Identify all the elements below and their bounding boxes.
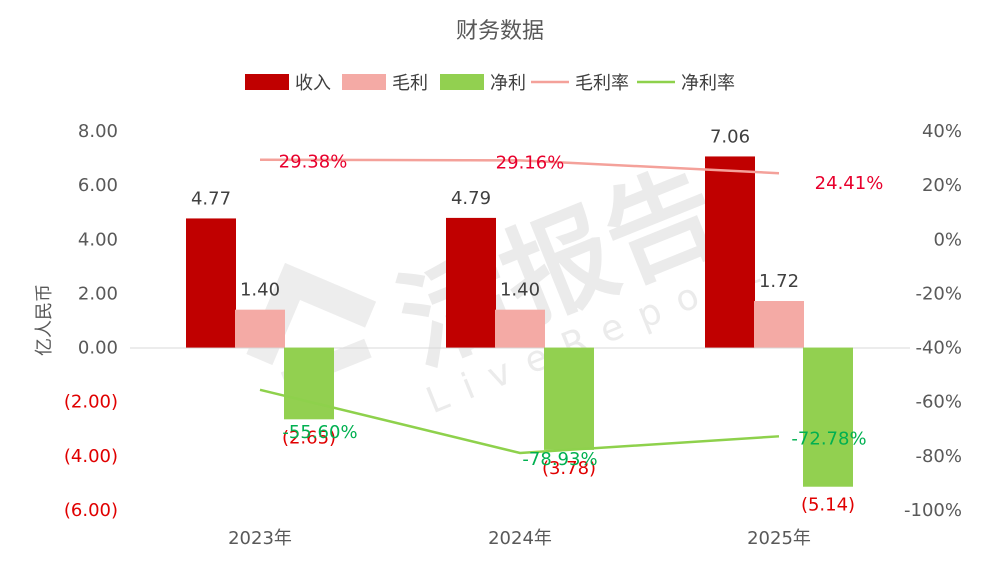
x-tick-label: 2024年 (488, 528, 552, 549)
legend-label: 净利 (490, 73, 526, 94)
bar-value-label: (3.78) (542, 458, 596, 479)
x-axis: 2023年 2024年 2025年 (228, 528, 811, 549)
bar-净利 (544, 347, 594, 450)
y-tick-label: 8.00 (78, 121, 118, 142)
chart-title: 财务数据 (456, 19, 544, 44)
bar-毛利 (754, 301, 804, 348)
bar-value-label: 1.40 (500, 280, 540, 301)
rate-label: -55.60% (282, 422, 357, 443)
rate-label: 29.38% (279, 152, 348, 173)
y2-tick-label: -20% (915, 283, 962, 304)
y-tick-label: (2.00) (64, 392, 118, 413)
line-毛利率 (259, 158, 780, 175)
rate-label: -72.78% (791, 428, 866, 449)
bar-value-label: 4.77 (191, 188, 231, 209)
bar-收入 (186, 218, 236, 348)
y-axis-label: 亿人民币 (34, 284, 55, 356)
legend-swatch (245, 74, 289, 90)
y2-tick-label: -40% (915, 338, 962, 359)
y2-tick-label: -60% (915, 392, 962, 413)
rate-label: -78.93% (522, 449, 597, 470)
bar-value-label: 1.72 (759, 271, 799, 292)
data-labels: 4.77 4.79 7.06 1.40 1.40 1.72 (2.65) (3.78) (5.1… (191, 126, 883, 515)
bar-收入 (446, 217, 496, 348)
y2-tick-label: 20% (922, 175, 962, 196)
bars (186, 156, 853, 487)
bar-value-label: 4.79 (451, 188, 491, 209)
legend-label: 毛利率 (575, 73, 629, 94)
bar-收入 (705, 156, 755, 348)
y2-tick-label: -80% (915, 446, 962, 467)
legend-swatch (440, 74, 484, 90)
x-tick-label: 2025年 (747, 528, 811, 549)
rate-lines (259, 158, 780, 455)
y-tick-label: 4.00 (78, 229, 118, 250)
bar-value-label: 1.40 (240, 280, 280, 301)
legend-label: 收入 (295, 73, 331, 94)
rate-label: 24.41% (815, 173, 884, 194)
bar-value-label: 7.06 (710, 126, 750, 147)
bar-毛利 (235, 309, 285, 348)
y-tick-label: 6.00 (78, 175, 118, 196)
y-tick-label: (4.00) (64, 446, 118, 467)
y-axis-right: 40% 20% 0% -20% -40% -60% -80% -100% (904, 121, 962, 521)
y-axis-left: 8.00 6.00 4.00 2.00 0.00 (2.00) (4.00) (6.00) (64, 121, 118, 521)
y2-tick-label: -100% (904, 500, 962, 521)
legend-label: 净利率 (681, 73, 735, 94)
y2-tick-label: 0% (933, 229, 962, 250)
bar-value-label: (2.65) (282, 427, 336, 448)
bar-净利 (284, 347, 334, 420)
y-tick-label: 0.00 (78, 338, 118, 359)
y-tick-label: 2.00 (78, 283, 118, 304)
bar-毛利 (495, 309, 545, 348)
y2-tick-label: 40% (922, 121, 962, 142)
legend-label: 毛利 (392, 73, 428, 94)
legend: 收入 毛利 净利 毛利率 净利率 (245, 73, 735, 94)
rate-label: 29.16% (496, 152, 565, 173)
bar-净利 (803, 347, 853, 487)
legend-swatch (342, 74, 386, 90)
y-tick-label: (6.00) (64, 500, 118, 521)
bar-value-label: (5.14) (801, 495, 855, 516)
line-净利率 (259, 388, 780, 455)
x-tick-label: 2023年 (228, 528, 292, 549)
